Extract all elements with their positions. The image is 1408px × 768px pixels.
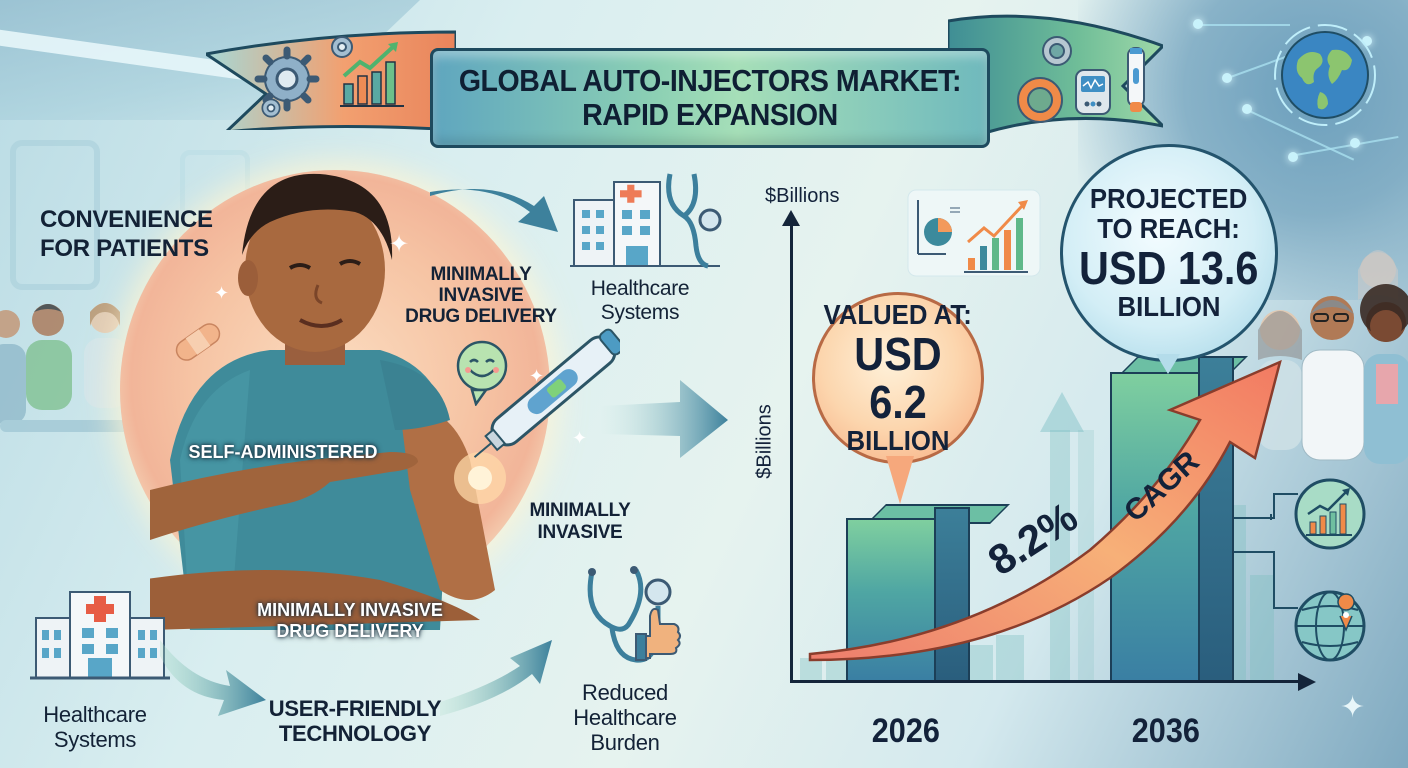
- sparkle-icon: ✦: [529, 366, 545, 386]
- title-line-1: GLOBAL AUTO-INJECTORS MARKET:: [458, 63, 962, 98]
- flow-arrow-icon: [600, 380, 728, 458]
- user-friendly-line-2: TECHNOLOGY: [278, 721, 432, 746]
- x-tick-2036: 2036: [1131, 712, 1200, 750]
- banner-ribbon-left: [206, 30, 456, 130]
- sparkle-icon: ✦: [572, 428, 588, 448]
- gear-icon: [1042, 36, 1072, 66]
- x-tick-2026: 2026: [871, 712, 940, 750]
- title-banner: GLOBAL AUTO-INJECTORS MARKET: RAPID EXPA…: [430, 48, 990, 148]
- network-node: [1288, 152, 1298, 162]
- healthcare-top-line-2: Systems: [600, 301, 680, 324]
- up-arrow-decoration: [1040, 392, 1084, 432]
- healthcare-top-line-1: Healthcare: [590, 277, 690, 300]
- reduced-line-3: Burden: [590, 730, 660, 755]
- inner-delivery-line-1: MINIMALLY INVASIVE: [257, 600, 443, 620]
- background-bar: [996, 635, 1024, 680]
- convenience-line-2: FOR PATIENTS: [40, 235, 209, 262]
- sparkle-icon: ✦: [389, 231, 410, 258]
- y-axis-arrow-icon: [782, 210, 800, 226]
- cagr-growth-arrow: [808, 359, 1282, 662]
- network-node: [1222, 73, 1232, 83]
- gear-icon: [1017, 77, 1063, 123]
- bubble-2026-line-1: VALUED AT:: [823, 299, 973, 330]
- analytics-chart-icon: [907, 189, 1041, 277]
- patient-illustration: [150, 173, 506, 630]
- smiley-speech-icon: [456, 340, 508, 406]
- bubble-2036-line-1: PROJECTED: [1090, 183, 1248, 214]
- user-friendly-line-1: USER-FRIENDLY: [268, 696, 442, 721]
- healthcare-systems-top-label: Healthcare Systems: [560, 277, 720, 325]
- bubble-2036-pointer: [1156, 354, 1180, 374]
- sparkle-icon: ✦: [214, 283, 230, 303]
- bandage-icon: [175, 323, 221, 361]
- inner-drug-delivery-label: MINIMALLY INVASIVE DRUG DELIVERY: [240, 600, 460, 642]
- healthcare-bottom-line-2: Systems: [53, 727, 137, 752]
- reduced-line-2: Healthcare: [573, 705, 677, 730]
- auto-injector-pen: [473, 328, 620, 458]
- gear-icon: [261, 98, 281, 118]
- network-node: [1242, 104, 1252, 114]
- reduced-line-1: Reduced: [582, 680, 668, 705]
- bubble-2036-line-4: BILLION: [1117, 291, 1221, 322]
- bubble-2036-line-2: TO REACH:: [1097, 213, 1241, 244]
- globe-icon: [1274, 24, 1376, 126]
- y-axis-label: $Billions: [753, 404, 776, 479]
- convenience-headline: CONVENIENCE FOR PATIENTS: [40, 205, 240, 263]
- connector-lines: [1234, 493, 1298, 609]
- healthcare-systems-bottom-label: Healthcare Systems: [20, 702, 170, 752]
- x-axis: [790, 680, 1300, 683]
- growth-chart-circle-icon: [1294, 478, 1366, 550]
- bubble-2036-line-3: USD 13.6: [1079, 242, 1259, 294]
- banner-ribbon-right: [948, 14, 1163, 146]
- flow-arrow-icon: [440, 640, 552, 716]
- network-node: [1193, 19, 1203, 29]
- healthcare-bottom-line-1: Healthcare: [43, 702, 147, 727]
- inner-delivery-line-2: DRUG DELIVERY: [276, 621, 424, 641]
- annotation-2026-bubble: VALUED AT: USD 6.2 BILLION: [812, 292, 984, 464]
- minimally-invasive-line-2: INVASIVE: [537, 522, 623, 543]
- background-bar: [1050, 430, 1070, 680]
- bubble-2026-line-3: BILLION: [846, 425, 950, 456]
- bubble-2026-line-2: USD 6.2: [854, 328, 942, 428]
- sparkle-icon: ✦: [1340, 691, 1366, 724]
- user-friendly-technology-label: USER-FRIENDLY TECHNOLOGY: [255, 696, 455, 746]
- convenience-line-1: CONVENIENCE: [40, 206, 213, 233]
- growth-chart-icon: [340, 42, 404, 107]
- globe-location-icon: [1294, 590, 1366, 662]
- minimally-invasive-label: MINIMALLY INVASIVE: [520, 500, 640, 544]
- hospital-icon: [30, 591, 170, 680]
- reduced-burden-label: Reduced Healthcare Burden: [560, 680, 690, 755]
- callout-line-3: DRUG DELIVERY: [405, 306, 557, 327]
- network-node: [1350, 138, 1360, 148]
- y-axis-label-top: $Billions: [765, 185, 840, 207]
- minimally-invasive-drug-delivery-callout: MINIMALLY INVASIVE DRUG DELIVERY: [396, 264, 566, 327]
- background-bar: [800, 658, 822, 680]
- waiting-patients-illustration: [0, 303, 140, 432]
- stethoscope-thumbs-up-icon: [587, 566, 681, 663]
- x-axis-arrow-icon: [1298, 673, 1316, 691]
- self-administered-label: SELF-ADMINISTERED: [188, 442, 378, 462]
- flow-arrow-icon: [160, 640, 266, 716]
- medical-team-illustration: [1258, 250, 1408, 464]
- y-axis: [790, 222, 793, 682]
- background-bar: [1250, 575, 1274, 680]
- hospital-stethoscope-icon: [570, 173, 722, 269]
- glucose-meter-icon: [1075, 69, 1111, 115]
- gear-icon: [254, 46, 320, 112]
- flow-arrow-icon: [430, 188, 558, 232]
- auto-injector-pen-icon: [1127, 47, 1145, 112]
- callout-line-2: INVASIVE: [438, 285, 524, 306]
- callout-line-1: MINIMALLY: [430, 264, 532, 285]
- bubble-2026-pointer: [886, 456, 914, 504]
- annotation-2036-bubble: PROJECTED TO REACH: USD 13.6 BILLION: [1060, 144, 1278, 362]
- network-line: [1289, 135, 1399, 157]
- minimally-invasive-line-1: MINIMALLY: [529, 500, 631, 521]
- gear-icon: [331, 36, 353, 58]
- title-line-2: RAPID EXPANSION: [582, 97, 838, 132]
